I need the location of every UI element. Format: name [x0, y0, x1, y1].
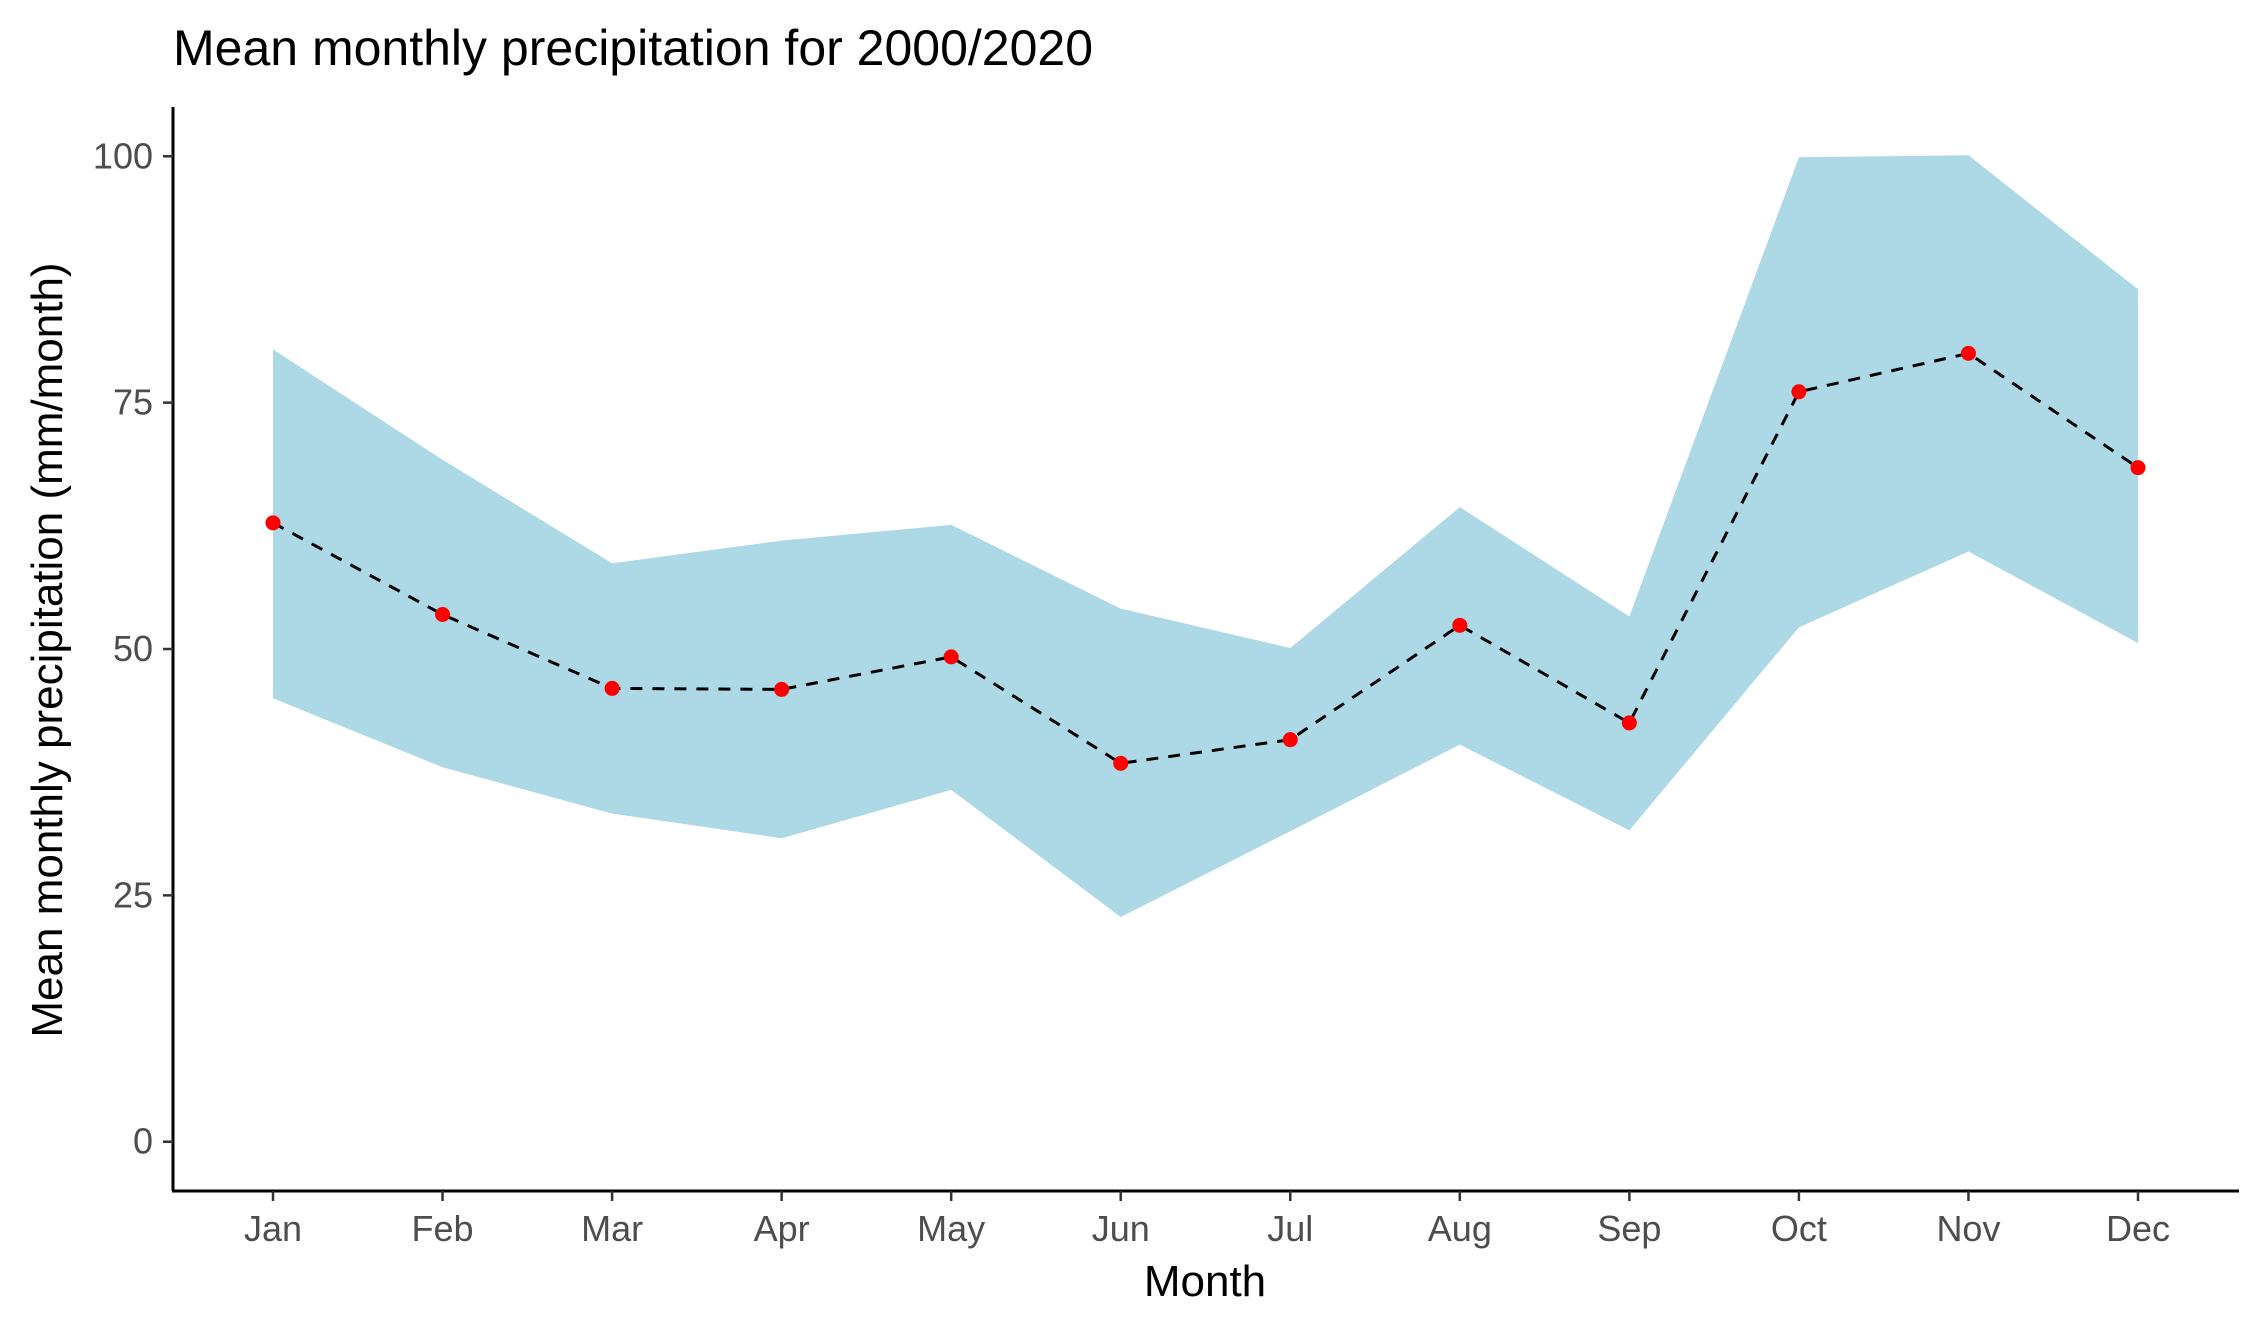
y-axis-ticks: 0 25 50 75 100 [93, 135, 173, 1162]
y-axis-title: Mean monthly precipitation (mm/month) [23, 262, 72, 1037]
y-tick-label: 100 [93, 135, 153, 176]
x-axis-title: Month [1144, 1257, 1266, 1306]
data-point-jun [1113, 755, 1129, 771]
y-tick-label: 0 [133, 1121, 153, 1162]
x-axis-ticks: Jan Feb Mar Apr May Jun Jul Aug Sep Oct Nov Dec [244, 1191, 2170, 1249]
series-line [272, 351, 2139, 765]
y-tick-label: 75 [113, 382, 153, 423]
data-point-sep [1621, 715, 1637, 731]
chart-title: Mean monthly precipitation for 2000/2020 [173, 20, 1093, 76]
x-tick-label-jun: Jun [1092, 1208, 1150, 1249]
x-tick-label-jan: Jan [244, 1208, 302, 1249]
data-point-jul [1282, 732, 1298, 748]
x-tick-label-oct: Oct [1771, 1208, 1827, 1249]
y-tick-label: 50 [113, 628, 153, 669]
data-point-feb [435, 607, 451, 623]
data-point-jan [265, 515, 281, 531]
data-point-oct [1791, 384, 1807, 400]
x-tick-label-aug: Aug [1428, 1208, 1492, 1249]
x-tick-label-sep: Sep [1597, 1208, 1661, 1249]
data-point-apr [774, 681, 790, 697]
plot-area [265, 155, 2146, 918]
x-tick-label-dec: Dec [2106, 1208, 2170, 1249]
x-tick-label-feb: Feb [412, 1208, 474, 1249]
data-point-nov [1960, 345, 1976, 361]
x-tick-label-may: May [917, 1208, 985, 1249]
data-point-may [943, 649, 959, 665]
data-point-mar [604, 680, 620, 696]
confidence-band [273, 155, 2138, 918]
x-tick-label-mar: Mar [581, 1208, 643, 1249]
y-tick-label: 25 [113, 874, 153, 915]
data-point-dec [2130, 460, 2146, 476]
x-tick-label-jul: Jul [1267, 1208, 1313, 1249]
x-tick-label-apr: Apr [754, 1208, 810, 1249]
x-tick-label-nov: Nov [1936, 1208, 2000, 1249]
data-point-aug [1452, 617, 1468, 633]
